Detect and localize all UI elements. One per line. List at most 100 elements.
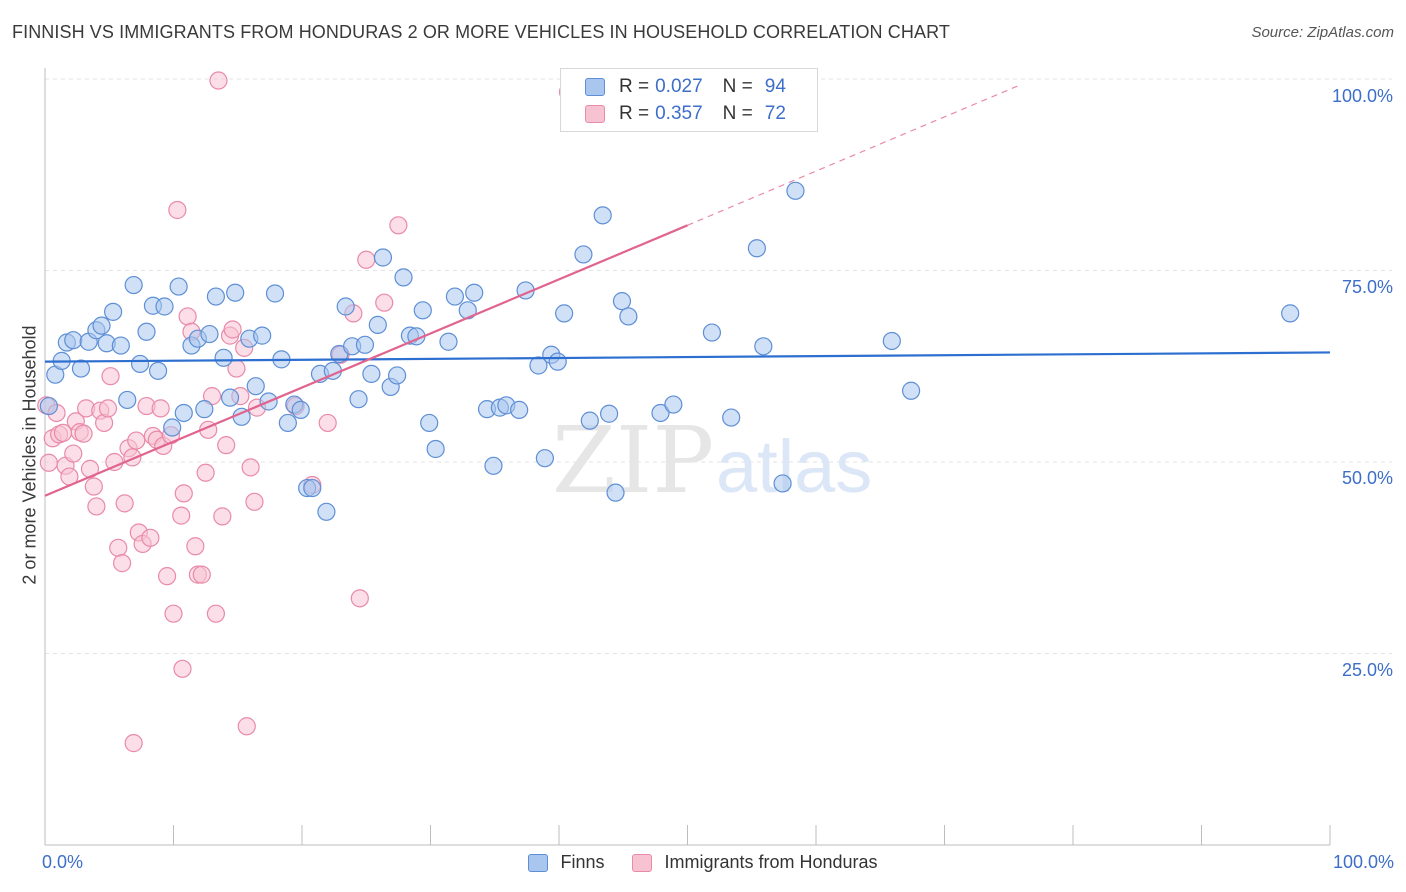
point-finns bbox=[174, 403, 193, 423]
point-finns bbox=[214, 348, 233, 367]
point-finns bbox=[555, 304, 574, 323]
point-finns bbox=[413, 301, 432, 320]
point-finns bbox=[71, 359, 91, 378]
n-value: 72 bbox=[764, 103, 786, 124]
point-finns bbox=[124, 275, 143, 295]
stats-legend-finns: R = 0.027 N = 94 bbox=[585, 74, 786, 100]
point-honduras bbox=[357, 250, 376, 269]
point-finns bbox=[535, 449, 554, 468]
point-honduras bbox=[141, 528, 160, 547]
y-tick-label-75: 75.0% bbox=[1341, 277, 1393, 297]
series-finns-points bbox=[39, 181, 1300, 521]
point-finns bbox=[484, 456, 503, 475]
point-honduras bbox=[213, 507, 232, 526]
point-finns bbox=[373, 248, 393, 267]
point-honduras bbox=[178, 307, 197, 326]
point-finns bbox=[39, 396, 58, 416]
point-honduras bbox=[157, 567, 177, 586]
point-honduras bbox=[237, 717, 256, 736]
point-finns bbox=[155, 297, 174, 316]
point-honduras bbox=[186, 537, 205, 556]
point-finns bbox=[580, 411, 599, 430]
n-label: N = bbox=[722, 76, 753, 97]
point-finns bbox=[387, 366, 407, 385]
point-finns bbox=[163, 418, 182, 437]
point-finns bbox=[394, 268, 413, 287]
point-honduras bbox=[168, 200, 187, 220]
finns-swatch-icon bbox=[528, 853, 549, 872]
point-honduras bbox=[241, 458, 260, 477]
point-finns bbox=[64, 331, 83, 350]
r-value: 0.027 bbox=[655, 76, 703, 97]
point-honduras bbox=[172, 506, 191, 525]
point-finns bbox=[882, 331, 901, 351]
point-honduras bbox=[223, 320, 242, 339]
y-tick-label-100: 100.0% bbox=[1331, 86, 1393, 106]
point-honduras bbox=[64, 444, 83, 463]
point-honduras bbox=[87, 497, 106, 516]
point-finns bbox=[612, 292, 632, 311]
point-finns bbox=[754, 337, 773, 356]
point-finns bbox=[600, 404, 619, 423]
y-tick-label-25: 25.0% bbox=[1341, 660, 1393, 680]
y-axis-title: 2 or more Vehicles in Household bbox=[19, 325, 40, 585]
point-finns bbox=[574, 245, 593, 264]
point-finns bbox=[368, 315, 387, 334]
point-honduras bbox=[375, 293, 394, 312]
point-finns bbox=[439, 332, 458, 351]
point-finns bbox=[773, 474, 792, 493]
point-honduras bbox=[173, 659, 192, 678]
x-tick-label-0: 0.0% bbox=[42, 852, 84, 872]
r-label: R = bbox=[619, 76, 650, 97]
grid-lines bbox=[45, 78, 1392, 654]
point-finns bbox=[426, 439, 445, 459]
chart-source: Source: ZipAtlas.com bbox=[1251, 24, 1394, 41]
stats-legend-honduras: R = 0.357 N = 72 bbox=[585, 101, 786, 127]
n-label: N = bbox=[722, 103, 753, 124]
point-honduras bbox=[350, 589, 369, 608]
series-honduras-points bbox=[37, 71, 578, 753]
point-honduras bbox=[164, 604, 183, 623]
point-finns bbox=[747, 239, 766, 258]
point-honduras bbox=[318, 413, 337, 433]
point-finns bbox=[118, 390, 137, 410]
honduras-swatch-icon bbox=[585, 105, 605, 123]
point-finns bbox=[901, 381, 921, 400]
point-finns bbox=[786, 181, 805, 200]
point-honduras bbox=[209, 71, 228, 90]
point-honduras bbox=[127, 431, 146, 450]
point-honduras bbox=[196, 463, 215, 482]
point-finns bbox=[664, 395, 683, 414]
finns-swatch-icon bbox=[585, 78, 605, 96]
point-honduras bbox=[84, 477, 103, 496]
watermark: ZIP atlas bbox=[552, 407, 872, 514]
point-finns bbox=[336, 297, 355, 316]
point-finns bbox=[303, 478, 322, 498]
point-finns bbox=[278, 413, 297, 433]
point-honduras bbox=[101, 367, 120, 386]
point-finns bbox=[702, 323, 722, 342]
legend-item-honduras[interactable]: Immigrants from Honduras bbox=[632, 852, 878, 873]
point-finns bbox=[362, 364, 381, 384]
point-finns bbox=[445, 287, 465, 306]
point-finns bbox=[220, 388, 240, 407]
point-honduras bbox=[217, 436, 236, 455]
point-finns bbox=[92, 316, 111, 335]
legend-item-finns[interactable]: Finns bbox=[528, 852, 604, 873]
point-honduras bbox=[245, 492, 264, 511]
point-finns bbox=[651, 403, 670, 423]
n-value: 94 bbox=[764, 76, 786, 97]
point-finns bbox=[253, 326, 272, 345]
r-label: R = bbox=[619, 103, 650, 124]
point-finns bbox=[169, 277, 188, 296]
trend-line-honduras-extension bbox=[687, 83, 1022, 226]
x-tick-label-100: 100.0% bbox=[1332, 852, 1394, 872]
point-honduras bbox=[98, 399, 118, 418]
point-honduras bbox=[206, 604, 226, 623]
point-finns bbox=[195, 400, 214, 419]
y-tick-label-50: 50.0% bbox=[1341, 468, 1393, 488]
point-finns bbox=[111, 336, 130, 355]
point-finns bbox=[291, 400, 310, 420]
point-honduras bbox=[389, 216, 408, 235]
legend-label-finns: Finns bbox=[560, 852, 605, 872]
